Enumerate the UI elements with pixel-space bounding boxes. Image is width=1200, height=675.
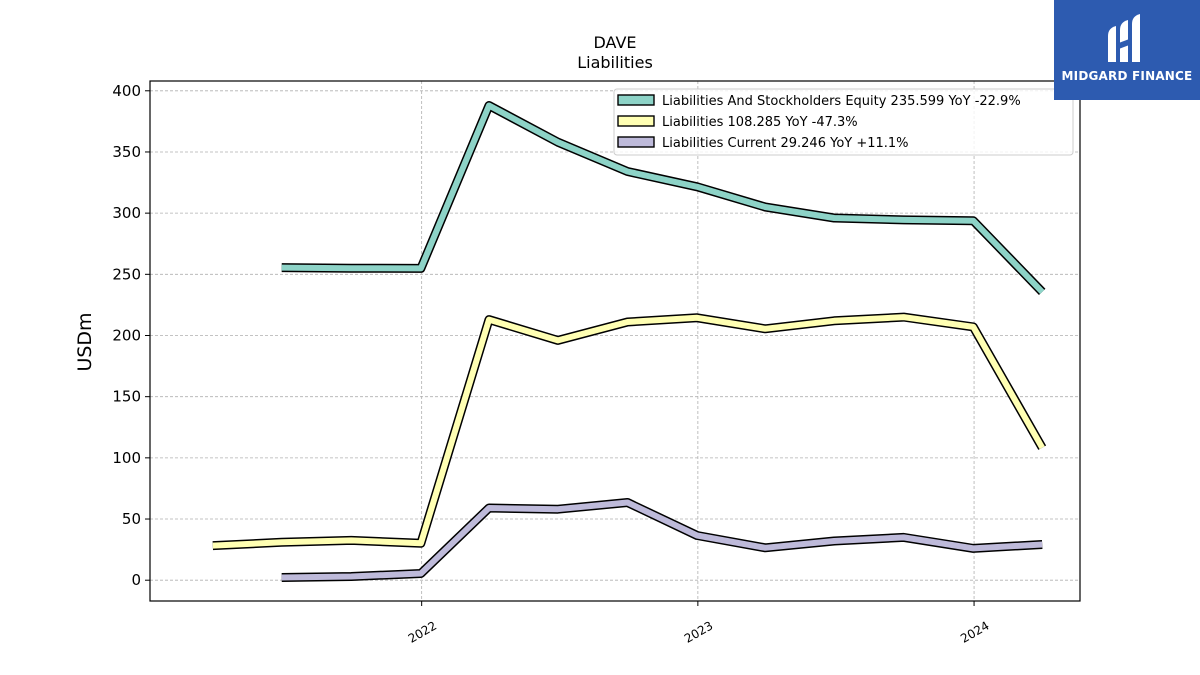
chart-title: DAVE	[593, 33, 636, 52]
legend-swatch	[617, 136, 655, 148]
y-axis: 0 50 100 150 200 250 300 350 400	[112, 82, 150, 589]
legend-swatch	[617, 115, 655, 127]
legend: Liabilities And Stockholders Equity 235.…	[613, 88, 1074, 156]
x-tick-label: 2023	[682, 618, 715, 645]
legend-entry: Liabilities Current 29.246 YoY +11.1%	[662, 136, 909, 151]
series-line-outline-1	[212, 312, 1047, 551]
legend-swatch	[617, 94, 655, 106]
y-tick-label: 50	[122, 510, 141, 528]
y-tick-label: 250	[112, 265, 141, 283]
x-tick-label: 2024	[958, 618, 991, 645]
grid	[150, 81, 1080, 601]
midgard-logo-icon	[1108, 14, 1140, 62]
brand-logo: MIDGARD FINANCE	[1054, 0, 1200, 100]
series-layer	[212, 101, 1047, 582]
chart-subtitle: Liabilities	[577, 53, 653, 72]
y-axis-label: USDm	[74, 312, 96, 371]
series-line-2	[281, 499, 1043, 581]
plot-frame	[149, 80, 1081, 602]
brand-name: MIDGARD FINANCE	[1061, 69, 1193, 83]
y-tick-label: 0	[131, 571, 141, 589]
y-tick-label: 200	[112, 326, 141, 344]
y-tick-label: 400	[112, 82, 141, 100]
y-tick-label: 350	[112, 143, 141, 161]
y-tick-label: 100	[112, 449, 141, 467]
y-tick-label: 150	[112, 388, 141, 406]
legend-entry: Liabilities 108.285 YoY -47.3%	[662, 115, 858, 130]
y-tick-label: 300	[112, 204, 141, 222]
legend-box	[613, 88, 1074, 156]
series-line-1	[212, 314, 1045, 549]
series-line-0	[281, 102, 1045, 294]
x-tick-label: 2022	[406, 618, 439, 645]
x-axis: 2022 2023 2024	[406, 601, 992, 646]
legend-entry: Liabilities And Stockholders Equity 235.…	[662, 94, 1021, 109]
